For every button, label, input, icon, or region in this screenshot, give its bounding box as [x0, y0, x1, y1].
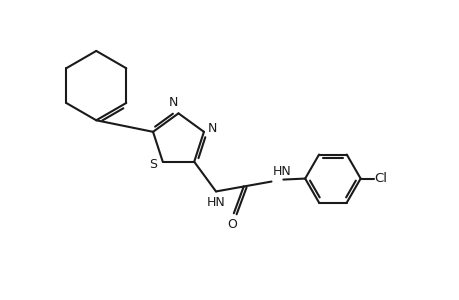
Text: O: O	[226, 218, 236, 231]
Text: S: S	[149, 158, 157, 171]
Text: HN: HN	[272, 165, 291, 178]
Text: N: N	[168, 96, 178, 110]
Text: Cl: Cl	[374, 172, 386, 185]
Text: N: N	[207, 122, 217, 135]
Text: HN: HN	[206, 196, 225, 209]
